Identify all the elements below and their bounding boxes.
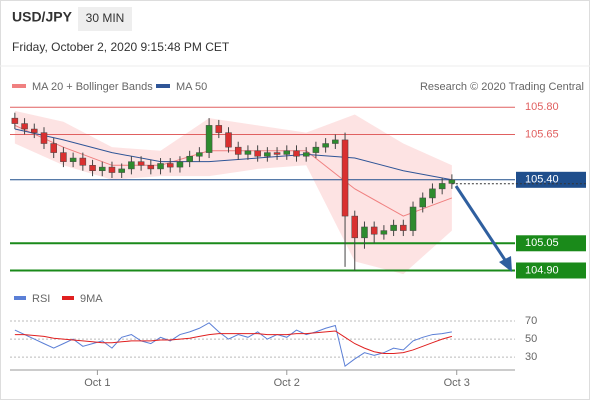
candle-body (225, 132, 232, 148)
candle-body (302, 152, 310, 157)
timestamp: Friday, October 2, 2020 9:15:48 PM CET (12, 40, 230, 54)
candle-body (196, 152, 203, 157)
candle-body (137, 161, 145, 166)
candle-body (79, 157, 87, 166)
level-label: 105.65 (525, 128, 559, 140)
candle-body (264, 152, 271, 157)
level-label: 104.90 (525, 264, 559, 276)
candle-body (60, 152, 67, 162)
legend-label: 9MA (80, 293, 103, 305)
interval-box (78, 7, 132, 31)
candle-body (186, 155, 193, 162)
candle-body (11, 117, 19, 124)
candle-body (128, 161, 135, 170)
ma-line (14, 124, 453, 217)
level-label-box (516, 235, 586, 252)
candle-body (205, 125, 213, 153)
plot: MA 20 + Bollinger Bands MA 50 Research © 2… (10, 81, 586, 389)
legend-label: MA 50 (176, 81, 207, 93)
candle-body (312, 146, 320, 153)
symbol: USD/JPY (12, 9, 73, 25)
candle-body (322, 143, 329, 148)
candle-body (99, 166, 106, 171)
candle-body (361, 226, 368, 239)
candle-body (31, 128, 38, 133)
y-tick-label: 30 (525, 351, 537, 363)
arrow-head (499, 256, 512, 272)
legend-label: MA 20 + Bollinger Bands (32, 81, 153, 93)
legend-label: RSI (32, 293, 50, 305)
candle-body (176, 161, 184, 168)
candle-body (332, 139, 339, 144)
candle-body (40, 132, 48, 144)
x-tick-label: Oct 3 (444, 377, 470, 389)
candle-body (438, 183, 446, 190)
candle-body (351, 215, 359, 239)
rsi-line (14, 322, 452, 368)
level-label: 105.40 (525, 174, 559, 186)
candle-body (273, 152, 281, 155)
candle-body (234, 146, 242, 155)
x-tick-label: Oct 1 (84, 377, 110, 389)
level-label: 105.80 (525, 101, 559, 113)
level-label-box (516, 262, 586, 279)
candle-body (108, 166, 116, 173)
interval: 30 MIN (86, 11, 125, 25)
candle-body (429, 188, 436, 199)
candle-body (419, 197, 426, 208)
candle-body (244, 150, 252, 155)
candle-body (254, 150, 261, 157)
candle-body (157, 163, 164, 170)
candle-body (118, 168, 125, 173)
candle-body (166, 163, 174, 168)
y-tick-label: 50 (525, 333, 537, 345)
legend-swatch (62, 296, 74, 300)
candle-body (293, 150, 300, 157)
legend-swatch (12, 84, 26, 88)
candle-body (283, 150, 291, 155)
candle-body (89, 165, 96, 171)
level-label: 105.05 (525, 237, 559, 249)
ma-line (14, 128, 452, 181)
candle-body (380, 230, 388, 235)
candle-body (50, 143, 57, 153)
candle-body (400, 224, 407, 231)
candle-body (390, 224, 397, 231)
source: Research © 2020 Trading Central (420, 81, 584, 93)
candle-body (448, 179, 456, 184)
x-tick-label: Oct 2 (274, 377, 300, 389)
rsi-line (14, 330, 453, 355)
candle-body (147, 165, 155, 170)
candle-body (215, 125, 223, 133)
candle-body (370, 226, 378, 235)
legend-swatch (14, 296, 26, 300)
candle-body (69, 157, 77, 162)
candle-body (409, 206, 417, 231)
y-tick-label: 70 (525, 315, 537, 327)
candle-body (341, 139, 349, 217)
candle-body (21, 123, 28, 130)
forecast-arrow (454, 185, 509, 264)
legend-swatch (156, 84, 170, 88)
